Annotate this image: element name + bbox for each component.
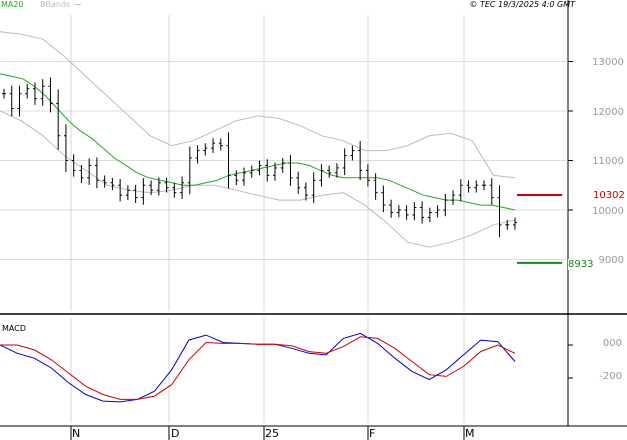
- x-tick-label: D: [171, 427, 180, 440]
- resistance-label: 10302: [593, 190, 625, 201]
- support-label: 8933: [568, 259, 594, 270]
- x-tick-label: N: [72, 427, 81, 440]
- macd-title: MACD: [2, 324, 26, 333]
- macd-signal-line: [0, 336, 516, 400]
- macd-tick-label: -200: [599, 371, 622, 382]
- y-tick-label: 10000: [592, 206, 624, 217]
- y-tick-label: 11000: [592, 156, 624, 167]
- bband-lower: [0, 110, 516, 248]
- ma20-line: [0, 73, 516, 211]
- legend-bbands: BBands: [40, 0, 71, 9]
- y-tick-label: 12000: [592, 107, 624, 118]
- y-tick-label: 9000: [598, 255, 624, 266]
- legend-ma20: MA20: [1, 0, 24, 9]
- legend-bbands-swatch: [75, 4, 81, 5]
- x-tick-label: 25: [265, 427, 279, 440]
- bband-upper: [0, 31, 516, 179]
- y-tick-label: 13000: [592, 57, 624, 68]
- copyright: © TEC 19/3/2025 4:0 GMT: [469, 0, 575, 9]
- macd-tick-label: 000: [602, 338, 622, 349]
- x-tick-label: F: [369, 427, 376, 440]
- x-tick-label: M: [465, 427, 475, 440]
- macd-line: [0, 332, 516, 403]
